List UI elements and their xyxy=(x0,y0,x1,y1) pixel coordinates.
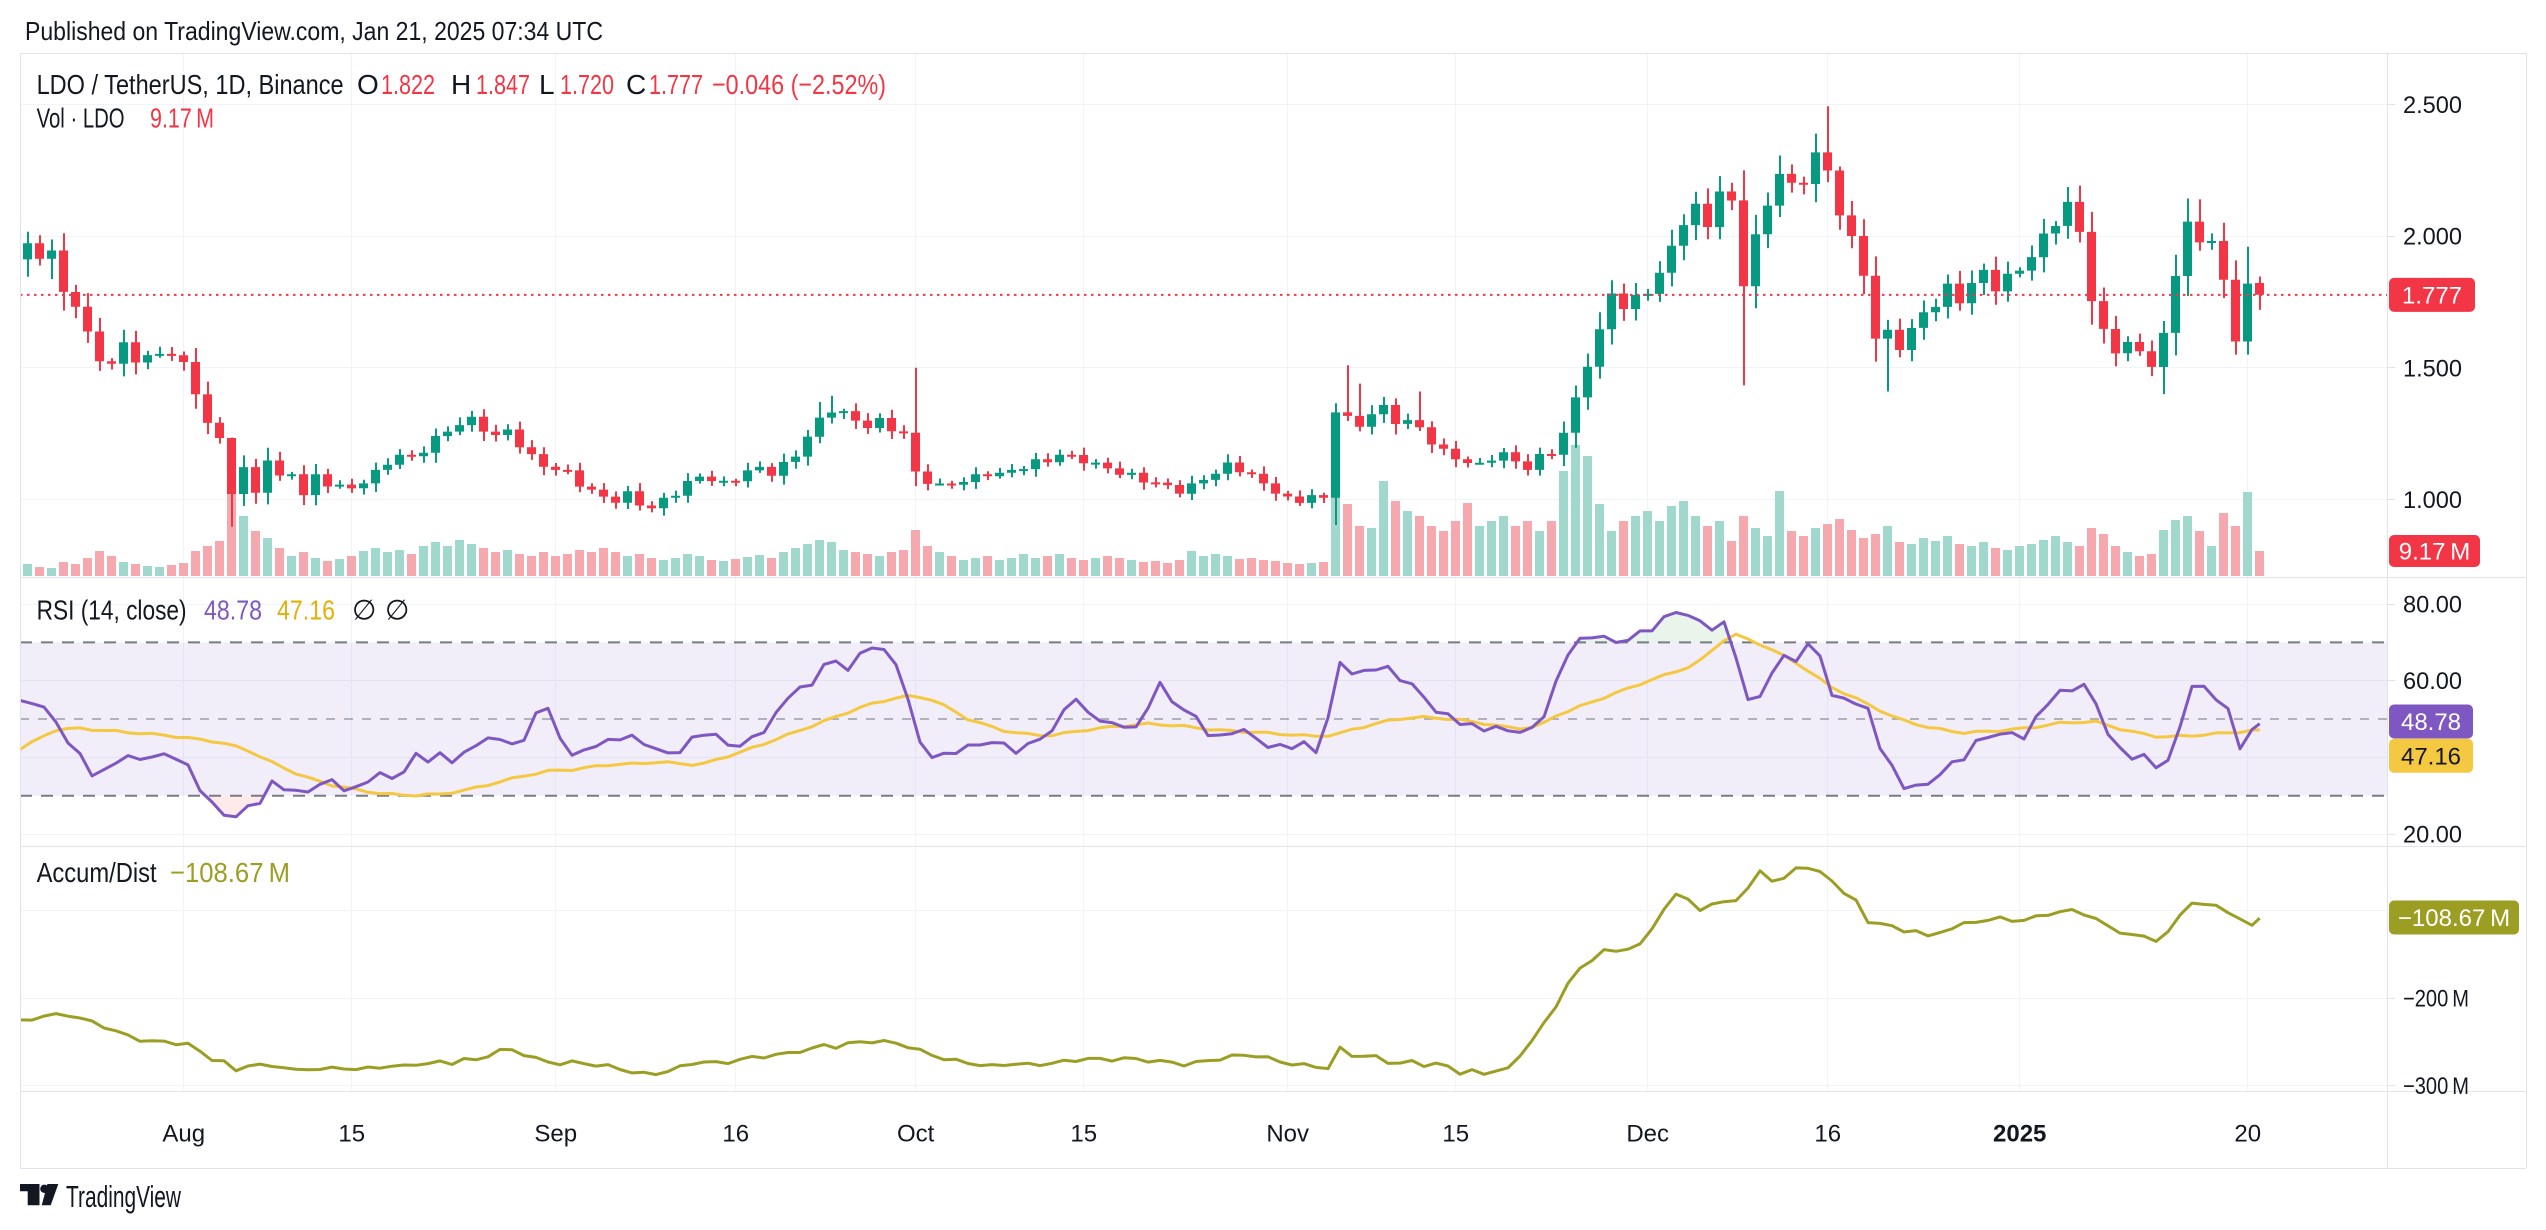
svg-text:20.00: 20.00 xyxy=(2403,822,2462,849)
svg-text:Dec: Dec xyxy=(1626,1121,1669,1148)
svg-text:2025: 2025 xyxy=(1993,1121,2046,1148)
svg-text:1.000: 1.000 xyxy=(2403,487,2462,514)
svg-text:−0.046 (−2.52%): −0.046 (−2.52%) xyxy=(712,69,886,100)
svg-text:80.00: 80.00 xyxy=(2403,592,2462,619)
svg-text:H: H xyxy=(451,69,471,100)
svg-text:Aug: Aug xyxy=(162,1121,205,1148)
svg-text:16: 16 xyxy=(722,1121,749,1148)
svg-text:LDO / TetherUS, 1D, Binance: LDO / TetherUS, 1D, Binance xyxy=(37,69,344,100)
svg-text:L: L xyxy=(539,69,555,100)
svg-text:2.000: 2.000 xyxy=(2403,224,2462,251)
svg-text:∅: ∅ xyxy=(385,595,409,626)
svg-text:−300 M: −300 M xyxy=(2403,1073,2469,1100)
svg-text:1.720: 1.720 xyxy=(560,69,614,100)
svg-text:1.777: 1.777 xyxy=(649,69,703,100)
svg-text:48.78: 48.78 xyxy=(204,595,262,626)
svg-text:1.847: 1.847 xyxy=(476,69,530,100)
svg-text:Accum/Dist: Accum/Dist xyxy=(37,857,157,888)
svg-text:C: C xyxy=(626,69,646,100)
svg-text:Vol · LDO: Vol · LDO xyxy=(37,103,125,134)
svg-text:9.17 M: 9.17 M xyxy=(2399,539,2471,566)
svg-text:Sep: Sep xyxy=(534,1121,577,1148)
svg-text:15: 15 xyxy=(1070,1121,1097,1148)
svg-text:TradingView: TradingView xyxy=(66,1179,181,1214)
svg-text:20: 20 xyxy=(2234,1121,2261,1148)
svg-text:1.822: 1.822 xyxy=(381,69,435,100)
svg-text:2.500: 2.500 xyxy=(2403,92,2462,119)
svg-text:15: 15 xyxy=(1442,1121,1469,1148)
svg-text:1.777: 1.777 xyxy=(2402,282,2462,309)
svg-text:−108.67 M: −108.67 M xyxy=(170,857,290,888)
svg-text:16: 16 xyxy=(1814,1121,1841,1148)
svg-text:O: O xyxy=(357,69,379,100)
svg-text:9.17 M: 9.17 M xyxy=(150,103,214,134)
svg-text:Nov: Nov xyxy=(1266,1121,1309,1148)
svg-text:−108.67 M: −108.67 M xyxy=(2398,905,2510,932)
svg-text:∅: ∅ xyxy=(352,595,376,626)
svg-text:1.500: 1.500 xyxy=(2403,355,2462,382)
svg-text:−200 M: −200 M xyxy=(2403,986,2469,1013)
svg-text:Oct: Oct xyxy=(897,1121,935,1148)
svg-text:47.16: 47.16 xyxy=(277,595,335,626)
svg-text:RSI (14, close): RSI (14, close) xyxy=(37,595,187,626)
svg-text:Published on TradingView.com,: Published on TradingView.com, Jan 21, 20… xyxy=(25,16,603,46)
svg-text:47.16: 47.16 xyxy=(2401,743,2461,770)
svg-text:48.78: 48.78 xyxy=(2401,709,2461,736)
svg-text:15: 15 xyxy=(338,1121,365,1148)
svg-text:60.00: 60.00 xyxy=(2403,668,2462,695)
